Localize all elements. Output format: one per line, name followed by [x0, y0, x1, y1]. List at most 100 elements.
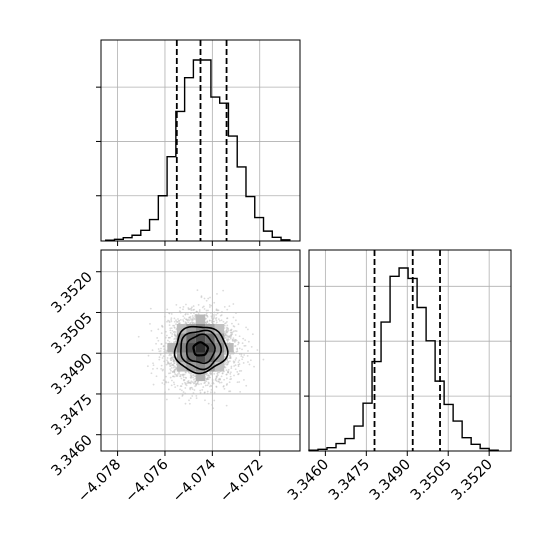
scatter-point — [191, 318, 194, 321]
scatter-point — [225, 329, 228, 332]
scatter-point — [170, 366, 173, 369]
scatter-point — [235, 330, 238, 333]
density-cell — [214, 343, 225, 353]
scatter-point — [166, 320, 168, 323]
scatter-point — [196, 289, 199, 292]
scatter-point — [182, 320, 185, 323]
scatter-point — [250, 345, 253, 348]
scatter-point — [170, 359, 173, 362]
scatter-point — [230, 365, 233, 368]
density-cell — [176, 333, 187, 344]
scatter-point — [192, 376, 194, 379]
scatter-point — [251, 333, 254, 336]
scatter-point — [219, 378, 221, 381]
scatter-point — [223, 378, 226, 381]
scatter-point — [194, 383, 197, 385]
scatter-point — [227, 329, 230, 332]
density-cell — [186, 362, 196, 372]
scatter-point — [226, 317, 229, 320]
scatter-point — [224, 355, 226, 358]
scatter-point — [212, 320, 215, 323]
scatter-point — [159, 350, 162, 352]
scatter-point — [238, 370, 241, 372]
scatter-point — [216, 293, 218, 295]
scatter-point — [245, 326, 247, 329]
scatter-point — [169, 331, 172, 334]
scatter-point — [205, 380, 208, 383]
scatter-point — [161, 382, 164, 384]
density-xtick-label-1-group: −4.076 — [123, 457, 172, 506]
scatter-point — [204, 384, 207, 387]
scatter-point — [225, 384, 228, 386]
scatter-point — [242, 362, 245, 364]
scatter-point — [230, 367, 233, 370]
scatter-point — [195, 395, 198, 397]
scatter-point — [169, 357, 172, 360]
scatter-point — [241, 342, 244, 345]
scatter-point — [198, 309, 201, 311]
scatter-point — [163, 351, 166, 353]
scatter-point — [241, 348, 243, 351]
scatter-point — [233, 374, 235, 377]
scatter-point — [160, 364, 163, 367]
density-cell — [205, 324, 215, 334]
scatter-point — [204, 399, 206, 402]
scatter-point — [231, 322, 233, 325]
scatter-point — [171, 379, 173, 382]
scatter-point — [156, 337, 159, 339]
scatter-point — [174, 331, 177, 333]
scatter-point — [228, 381, 231, 384]
scatter-point — [189, 372, 191, 375]
scatter-point — [151, 349, 154, 352]
scatter-point — [240, 355, 243, 358]
scatter-point — [233, 351, 236, 354]
scatter-point — [182, 373, 184, 376]
density-xtick-label-1: −4.076 — [123, 457, 172, 506]
scatter-point — [236, 347, 239, 350]
scatter-point — [178, 397, 181, 400]
scatter-point — [168, 340, 171, 343]
scatter-point — [158, 350, 161, 353]
scatter-point — [162, 345, 165, 348]
scatter-point — [172, 355, 175, 358]
hist0-step — [105, 59, 291, 241]
scatter-point — [190, 307, 193, 310]
scatter-point — [223, 306, 226, 308]
scatter-point — [167, 319, 169, 322]
scatter-point — [232, 316, 235, 319]
scatter-point — [196, 382, 199, 385]
scatter-point — [174, 335, 177, 338]
scatter-point — [137, 335, 140, 338]
scatter-point — [211, 403, 213, 406]
density-ytick-label-4-group: 3.3520 — [49, 269, 96, 316]
scatter-point — [185, 377, 187, 379]
contour-line-0 — [173, 325, 229, 375]
scatter-point — [170, 354, 172, 357]
scatter-point — [213, 311, 216, 314]
scatter-point — [218, 380, 220, 383]
scatter-point — [164, 315, 166, 318]
scatter-point — [225, 361, 228, 364]
scatter-point — [189, 386, 192, 389]
scatter-point — [239, 390, 242, 393]
contour-line-2 — [185, 333, 216, 365]
scatter-point — [206, 378, 209, 381]
scatter-point — [179, 318, 182, 321]
scatter-point — [174, 365, 176, 368]
scatter-point — [206, 315, 209, 318]
scatter-point — [170, 317, 173, 320]
scatter-point — [158, 358, 161, 361]
density-xtick-label-2: −4.074 — [170, 457, 219, 506]
scatter-point — [226, 363, 229, 366]
scatter-point — [211, 313, 214, 316]
density-cell — [214, 324, 225, 334]
scatter-point — [189, 322, 192, 324]
scatter-point — [226, 327, 229, 329]
density-ytick-label-3-group: 3.3505 — [49, 310, 96, 357]
scatter-point — [205, 312, 208, 315]
scatter-point — [208, 375, 211, 377]
scatter-point — [223, 324, 226, 327]
scatter-point — [236, 371, 239, 373]
scatter-point — [200, 295, 203, 298]
